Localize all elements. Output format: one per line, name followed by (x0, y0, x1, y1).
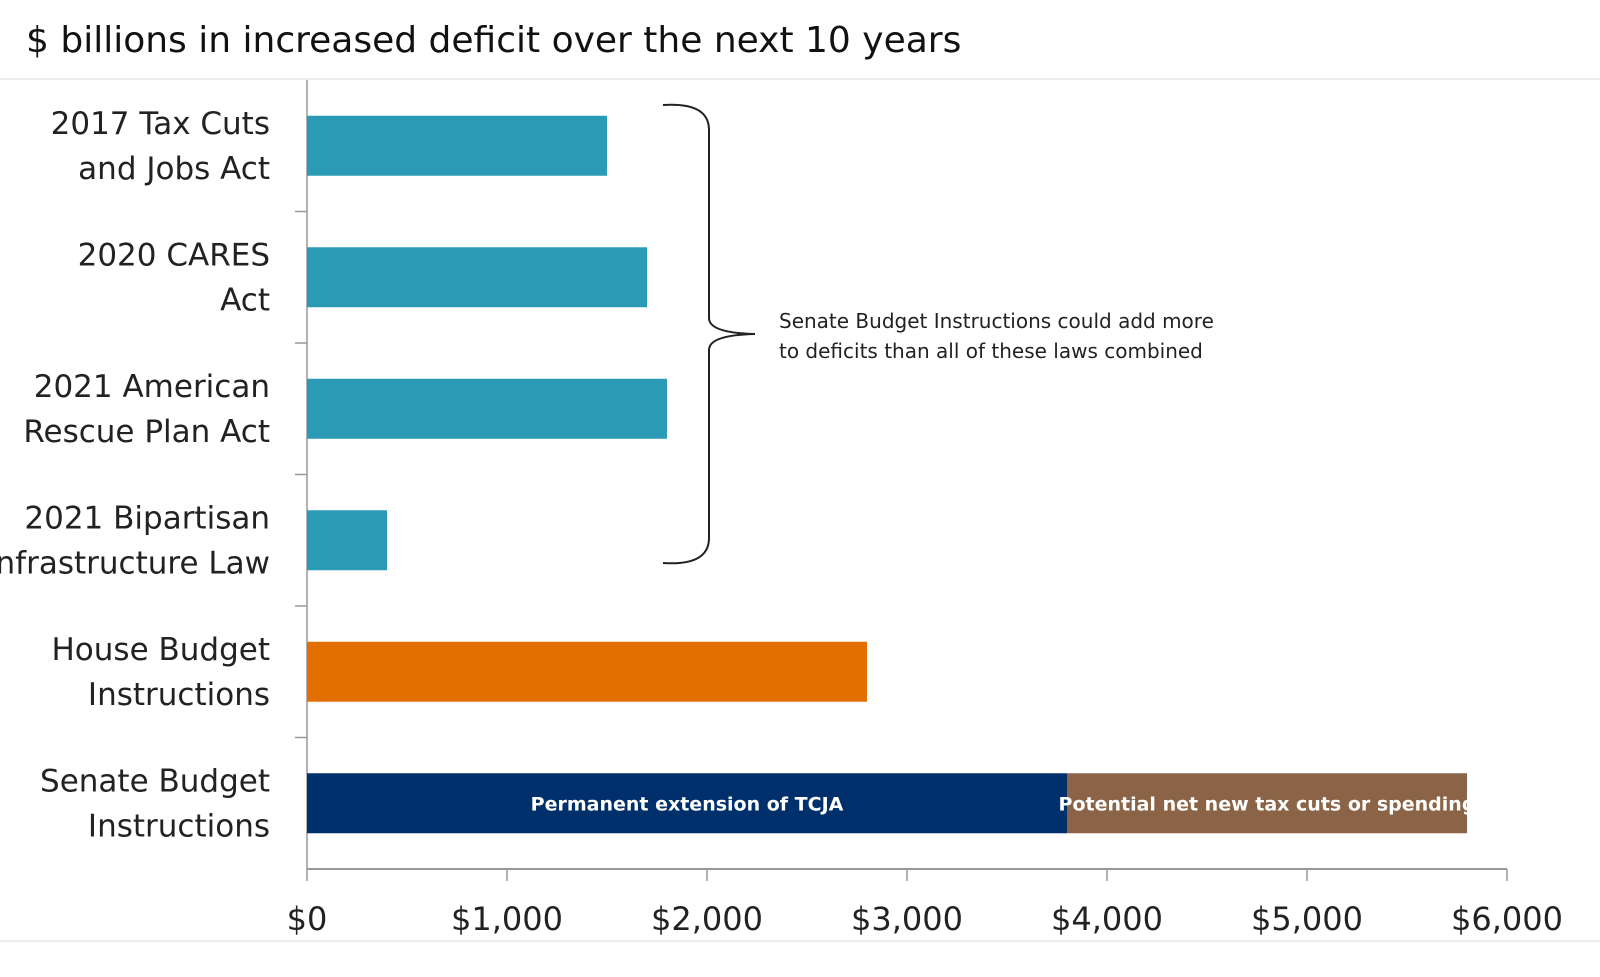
category-label: Rescue Plan Act (23, 414, 270, 450)
bar (307, 773, 1067, 834)
category-label: 2021 American (34, 369, 270, 405)
x-tick-label: $3,000 (851, 900, 963, 938)
bar-segment-label: Permanent extension of TCJA (531, 793, 844, 815)
bar (307, 510, 387, 571)
category-label: House Budget (52, 632, 271, 668)
category-label: Senate Budget (40, 763, 270, 799)
plot-area: $0 $1,000 $2,000 $3,000 $4,000 $5,000 $6,000 20… (0, 80, 1563, 938)
x-tick-label: $6,000 (1451, 900, 1563, 938)
bar (307, 641, 867, 702)
category-label: Act (220, 282, 270, 318)
category-label: 2020 CARES (78, 237, 270, 273)
category-label: 2017 Tax Cuts (51, 106, 270, 142)
category-label: Infrastructure Law (0, 545, 270, 581)
x-tick-label: $4,000 (1051, 900, 1163, 938)
bar (307, 378, 667, 439)
category-label: Instructions (88, 677, 270, 713)
bar (307, 115, 607, 176)
category-label: 2021 Bipartisan (24, 500, 270, 536)
annotation-line-2: to deficits than all of these laws combi… (779, 339, 1203, 363)
category-label: Instructions (88, 808, 270, 844)
category-label: and Jobs Act (78, 151, 270, 187)
annotation-line-1: Senate Budget Instructions could add mor… (779, 309, 1214, 333)
x-tick-label: $0 (287, 900, 328, 938)
bar (1067, 773, 1467, 834)
chart-title: $ billions in increased deficit over the… (26, 20, 961, 61)
brace-annotation (662, 103, 756, 565)
x-tick-label: $5,000 (1251, 900, 1363, 938)
bar (307, 247, 647, 308)
x-tick-label: $1,000 (451, 900, 563, 938)
bar-segment-label: Potential net new tax cuts or spending (1059, 793, 1476, 815)
x-tick-label: $2,000 (651, 900, 763, 938)
